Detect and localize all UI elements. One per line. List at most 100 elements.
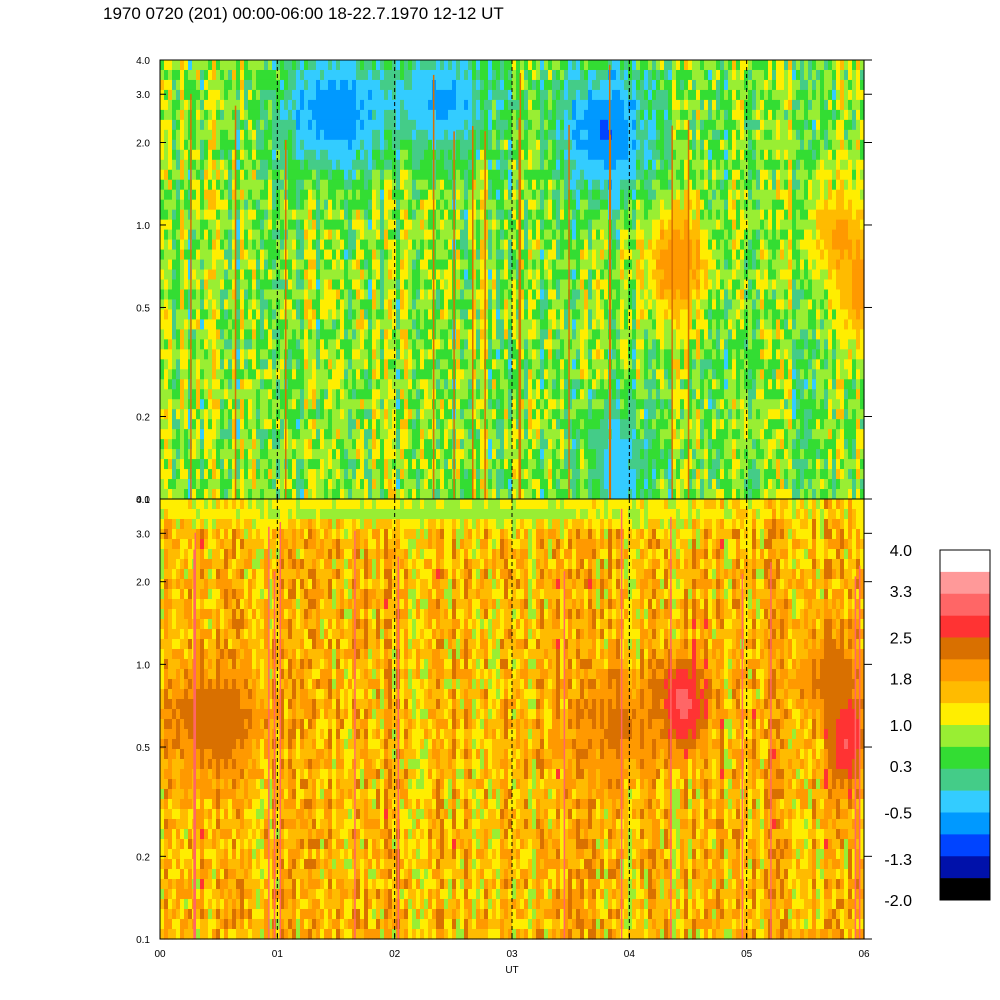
heatmap-cell xyxy=(264,219,269,231)
heatmap-cell xyxy=(404,60,409,71)
heatmap-cell xyxy=(556,269,561,281)
heatmap-cell xyxy=(520,209,525,221)
heatmap-cell xyxy=(236,389,241,400)
heatmap-cell xyxy=(172,239,177,251)
heatmap-cell xyxy=(356,449,361,460)
heatmap-cell xyxy=(216,399,221,410)
heatmap-cell xyxy=(180,159,185,171)
heatmap-cell xyxy=(464,199,469,211)
heatmap-cell xyxy=(168,399,173,410)
heatmap-cell xyxy=(292,349,297,360)
heatmap-cell xyxy=(172,379,177,390)
heatmap-cell xyxy=(208,409,213,420)
heatmap-cell xyxy=(444,379,449,390)
heatmap-cell xyxy=(244,229,249,241)
heatmap-cell xyxy=(316,199,321,211)
heatmap-cell xyxy=(532,459,537,470)
heatmap-cell xyxy=(276,329,281,340)
heatmap-cell xyxy=(336,439,341,450)
heatmap-cell xyxy=(500,169,505,181)
heatmap-cell xyxy=(372,319,377,330)
heatmap-cell xyxy=(444,60,449,71)
heatmap-cell xyxy=(316,289,321,301)
heatmap-cell xyxy=(576,429,581,440)
heatmap-cell xyxy=(384,399,389,410)
heatmap-cell xyxy=(192,249,197,261)
heatmap-cell xyxy=(488,69,493,81)
heatmap-cell xyxy=(524,419,529,430)
heatmap-cell xyxy=(456,329,461,340)
heatmap-cell xyxy=(276,79,281,91)
heatmap-cell xyxy=(224,369,229,380)
heatmap-cell xyxy=(368,129,373,141)
heatmap-cell xyxy=(200,469,205,480)
heatmap-cell xyxy=(296,139,301,151)
heatmap-cell xyxy=(260,369,265,380)
heatmap-cell xyxy=(420,249,425,261)
heatmap-cell xyxy=(384,259,389,271)
heatmap-cell xyxy=(360,419,365,430)
heatmap-cell xyxy=(384,269,389,281)
heatmap-cell xyxy=(468,229,473,241)
heatmap-cell xyxy=(160,409,165,420)
heatmap-cell xyxy=(360,179,365,191)
heatmap-cell xyxy=(220,399,225,410)
heatmap-cell xyxy=(272,469,277,480)
heatmap-cell xyxy=(516,329,521,340)
heatmap-cell xyxy=(368,339,373,350)
heatmap-cell xyxy=(308,199,313,211)
heatmap-cell xyxy=(444,329,449,340)
heatmap-cell xyxy=(372,369,377,380)
heatmap-cell xyxy=(224,119,229,131)
heatmap-cell xyxy=(192,259,197,271)
heatmap-cell xyxy=(264,369,269,380)
heatmap-cell xyxy=(196,289,201,301)
heatmap-cell xyxy=(160,139,165,151)
heatmap-cell xyxy=(356,99,361,111)
heatmap-cell xyxy=(248,429,253,440)
heatmap-cell xyxy=(472,359,477,370)
heatmap-cell xyxy=(180,439,185,450)
heatmap-cell xyxy=(228,239,233,251)
heatmap-cell xyxy=(364,479,369,490)
heatmap-cell xyxy=(408,229,413,241)
heatmap-cell xyxy=(476,399,481,410)
heatmap-cell xyxy=(444,109,449,121)
heatmap-cell xyxy=(228,469,233,480)
heatmap-cell xyxy=(328,179,333,191)
heatmap-cell xyxy=(264,349,269,360)
heatmap-cell xyxy=(456,339,461,350)
heatmap-cell xyxy=(196,339,201,350)
heatmap-cell xyxy=(572,409,577,420)
heatmap-cell xyxy=(580,159,585,171)
heatmap-cell xyxy=(288,169,293,181)
heatmap-cell xyxy=(520,249,525,261)
heatmap-cell xyxy=(208,169,213,181)
heatmap-cell xyxy=(192,269,197,281)
heatmap-cell xyxy=(588,89,593,101)
heatmap-cell xyxy=(260,349,265,360)
heatmap-cell xyxy=(196,129,201,141)
heatmap-cell xyxy=(276,379,281,390)
heatmap-cell xyxy=(184,89,189,101)
heatmap-cell xyxy=(580,89,585,101)
heatmap-cell xyxy=(460,189,465,201)
heatmap-cell xyxy=(300,189,305,201)
heatmap-cell xyxy=(504,119,509,131)
heatmap-cell xyxy=(304,99,309,111)
heatmap-cell xyxy=(468,459,473,470)
heatmap-cell xyxy=(408,289,413,301)
heatmap-cell xyxy=(428,69,433,81)
heatmap-cell xyxy=(512,439,517,450)
heatmap-cell xyxy=(476,239,481,251)
heatmap-cell xyxy=(344,309,349,321)
heatmap-cell xyxy=(448,389,453,400)
heatmap-cell xyxy=(268,129,273,141)
heatmap-cell xyxy=(560,349,565,360)
heatmap-cell xyxy=(208,299,213,311)
heatmap-cell xyxy=(228,179,233,191)
heatmap-cell xyxy=(308,379,313,390)
heatmap-cell xyxy=(484,249,489,261)
heatmap-cell xyxy=(208,89,213,101)
heatmap-cell xyxy=(588,399,593,410)
